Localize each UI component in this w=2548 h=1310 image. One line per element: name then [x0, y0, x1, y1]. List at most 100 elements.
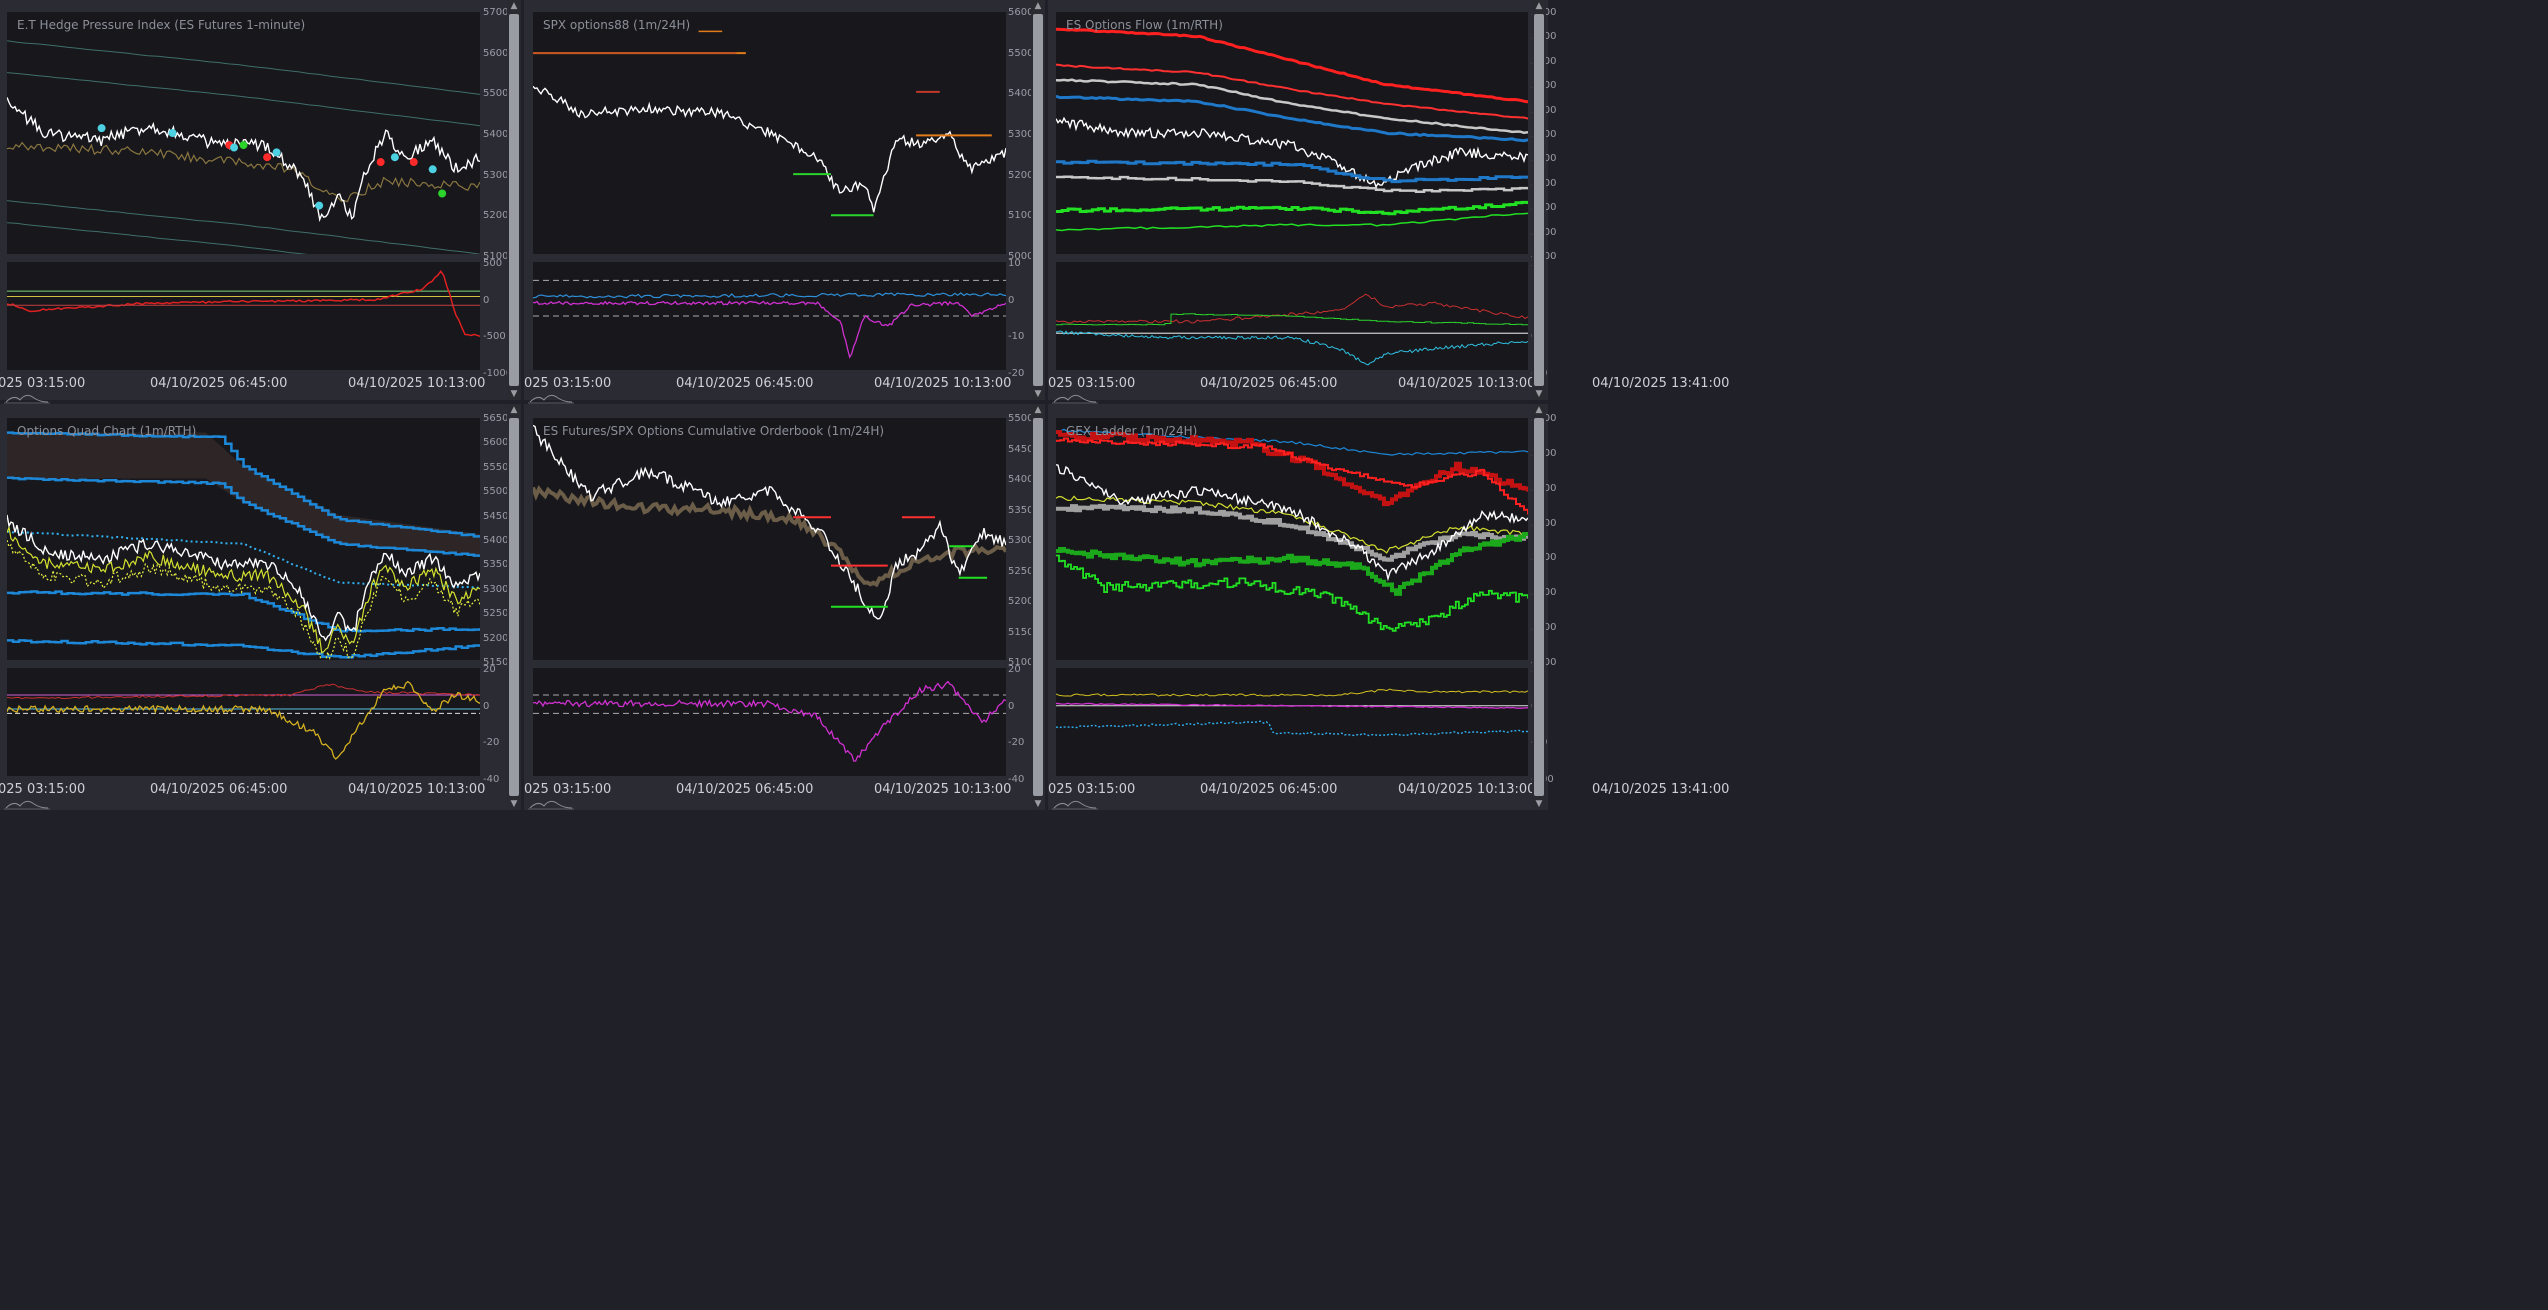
x-axis-tick-label: 04/10/2025 10:13:00 [1398, 376, 1536, 391]
x-axis-tick-label: 04/10/2025 06:45:00 [150, 782, 288, 797]
scroll-thumb[interactable] [1033, 14, 1043, 386]
scroll-down-arrow[interactable]: ▼ [1535, 799, 1543, 809]
signal-marker [263, 153, 272, 162]
price-line [7, 514, 480, 642]
signal-marker [409, 158, 418, 167]
signal-marker [168, 129, 177, 137]
main-plot[interactable]: Options Quad Chart (1m/RTH) [7, 418, 480, 660]
sub-plot[interactable] [7, 668, 480, 776]
sub-chart-svg [7, 680, 480, 760]
y-axis-tick-label: 5500 [1008, 413, 1034, 424]
blue-band-top [1056, 94, 1528, 143]
main-plot[interactable]: E.T Hedge Pressure Index (ES Futures 1-m… [7, 12, 480, 254]
y-axis-tick-label: 5150 [483, 657, 509, 668]
yellow-flow [1056, 688, 1528, 697]
green-band-top [1056, 200, 1528, 216]
scroll-up-arrow[interactable]: ▲ [510, 1, 518, 11]
y-axis-tick-label: -20 [483, 737, 500, 749]
main-plot[interactable]: ES Options Flow (1m/RTH) [1056, 12, 1528, 254]
magenta-flow [533, 680, 1006, 762]
y-axis-tick-label: 5250 [1008, 565, 1034, 577]
y-axis-tick-label: -40 [1008, 774, 1025, 785]
scroll-thumb[interactable] [509, 14, 519, 386]
scroll-down-arrow[interactable]: ▼ [1034, 389, 1042, 399]
scroll-down-arrow[interactable]: ▼ [1034, 799, 1042, 809]
main-plot[interactable]: ES Futures/SPX Options Cumulative Orderb… [533, 418, 1006, 660]
y-axis-tick-label: 5650 [483, 413, 509, 424]
vertical-scrollbar[interactable]: ▲ ▼ [1532, 404, 1546, 810]
y-axis-tick-label: 5300 [483, 583, 509, 595]
scroll-thumb[interactable] [509, 418, 519, 796]
y-axis-tick-label: 5200 [1008, 169, 1034, 181]
avg-price-band [7, 141, 480, 203]
yellow-line [7, 525, 480, 654]
magenta-flow [533, 300, 1006, 359]
vertical-scrollbar[interactable]: ▲ ▼ [507, 0, 521, 400]
scroll-thumb[interactable] [1033, 418, 1043, 796]
vertical-scrollbar[interactable]: ▲ ▼ [507, 404, 521, 810]
y-axis-tick-label: 5300 [483, 169, 509, 181]
chart-title: Options Quad Chart (1m/RTH) [17, 424, 197, 438]
chart-logo [528, 796, 574, 810]
y-axis-tick-label: -40 [483, 774, 500, 785]
y-axis-tick-label: 500 [483, 258, 503, 269]
blue-band-bottom [1056, 159, 1528, 184]
sub-plot[interactable] [1056, 262, 1528, 370]
vertical-scrollbar[interactable]: ▲ ▼ [1031, 404, 1045, 810]
y-axis-tick-label: 5150 [1008, 626, 1034, 638]
main-plot[interactable]: GEX Ladder (1m/24H) [1056, 418, 1528, 660]
green-flow [1056, 313, 1528, 326]
cyan-flow [1056, 330, 1528, 366]
resistance-band-mid [1056, 63, 1528, 120]
y-axis-tick-label: -1000 [483, 368, 513, 379]
main-chart-svg [7, 431, 480, 660]
price-line [7, 97, 480, 223]
scroll-thumb[interactable] [1534, 418, 1544, 796]
sub-chart-svg [1056, 688, 1528, 737]
y-axis-tick-label: 5400 [1008, 474, 1034, 485]
sub-plot[interactable] [533, 668, 1006, 776]
sub-chart-svg [1056, 293, 1528, 366]
y-axis-tick-label: 0 [1008, 700, 1015, 712]
magenta-flow [1056, 702, 1528, 709]
sub-plot[interactable] [533, 262, 1006, 370]
x-axis-tick-label: 04/10/2025 06:45:00 [1200, 782, 1338, 797]
y-axis-tick-label: 5300 [1008, 535, 1034, 546]
y-axis-tick-label: 5700 [483, 7, 509, 18]
scroll-down-arrow[interactable]: ▼ [510, 799, 518, 809]
scroll-up-arrow[interactable]: ▲ [1535, 405, 1543, 415]
price-line [1056, 116, 1528, 189]
scroll-up-arrow[interactable]: ▲ [1034, 405, 1042, 415]
y-axis-tick-label: 5100 [483, 251, 509, 262]
main-chart-svg [1056, 428, 1528, 632]
y-axis-tick-label: 5600 [483, 437, 509, 449]
envelope-band-line [7, 222, 308, 254]
scroll-up-arrow[interactable]: ▲ [510, 405, 518, 415]
sub-chart-svg [533, 680, 1006, 762]
chart-panel: SPX options88 (1m/24H) 5600 5500 5400 5300 52… [524, 0, 1205, 404]
vertical-scrollbar[interactable]: ▲ ▼ [1031, 0, 1045, 400]
y-axis-tick-label: 20 [1008, 664, 1021, 675]
scroll-up-arrow[interactable]: ▲ [1034, 1, 1042, 11]
scroll-down-arrow[interactable]: ▼ [1535, 389, 1543, 399]
y-axis-tick-label: 5500 [483, 486, 509, 498]
vertical-scrollbar[interactable]: ▲ ▼ [1532, 0, 1546, 400]
gray-band-bottom [1056, 175, 1528, 193]
sub-plot[interactable] [1056, 668, 1528, 776]
x-axis-tick-label: 04/10/2025 06:45:00 [150, 376, 288, 391]
blue-flow [533, 292, 1006, 299]
main-plot[interactable]: SPX options88 (1m/24H) [533, 12, 1006, 254]
y-axis-tick-label: 5250 [483, 608, 509, 620]
lower-band-bottom [7, 639, 480, 659]
main-chart-svg [533, 424, 1006, 620]
y-axis-tick-label: 5200 [483, 210, 509, 222]
y-axis-tick-label: 5300 [1008, 129, 1034, 140]
signal-marker [230, 143, 239, 152]
signal-marker [428, 165, 437, 174]
scroll-up-arrow[interactable]: ▲ [1535, 1, 1543, 11]
scroll-down-arrow[interactable]: ▼ [510, 389, 518, 399]
y-axis-tick-label: 20 [483, 664, 496, 675]
sub-plot[interactable] [7, 262, 480, 370]
scroll-thumb[interactable] [1534, 14, 1544, 386]
chart-panel: GEX Ladder (1m/24H)560055005400530052005… [1048, 404, 1729, 810]
